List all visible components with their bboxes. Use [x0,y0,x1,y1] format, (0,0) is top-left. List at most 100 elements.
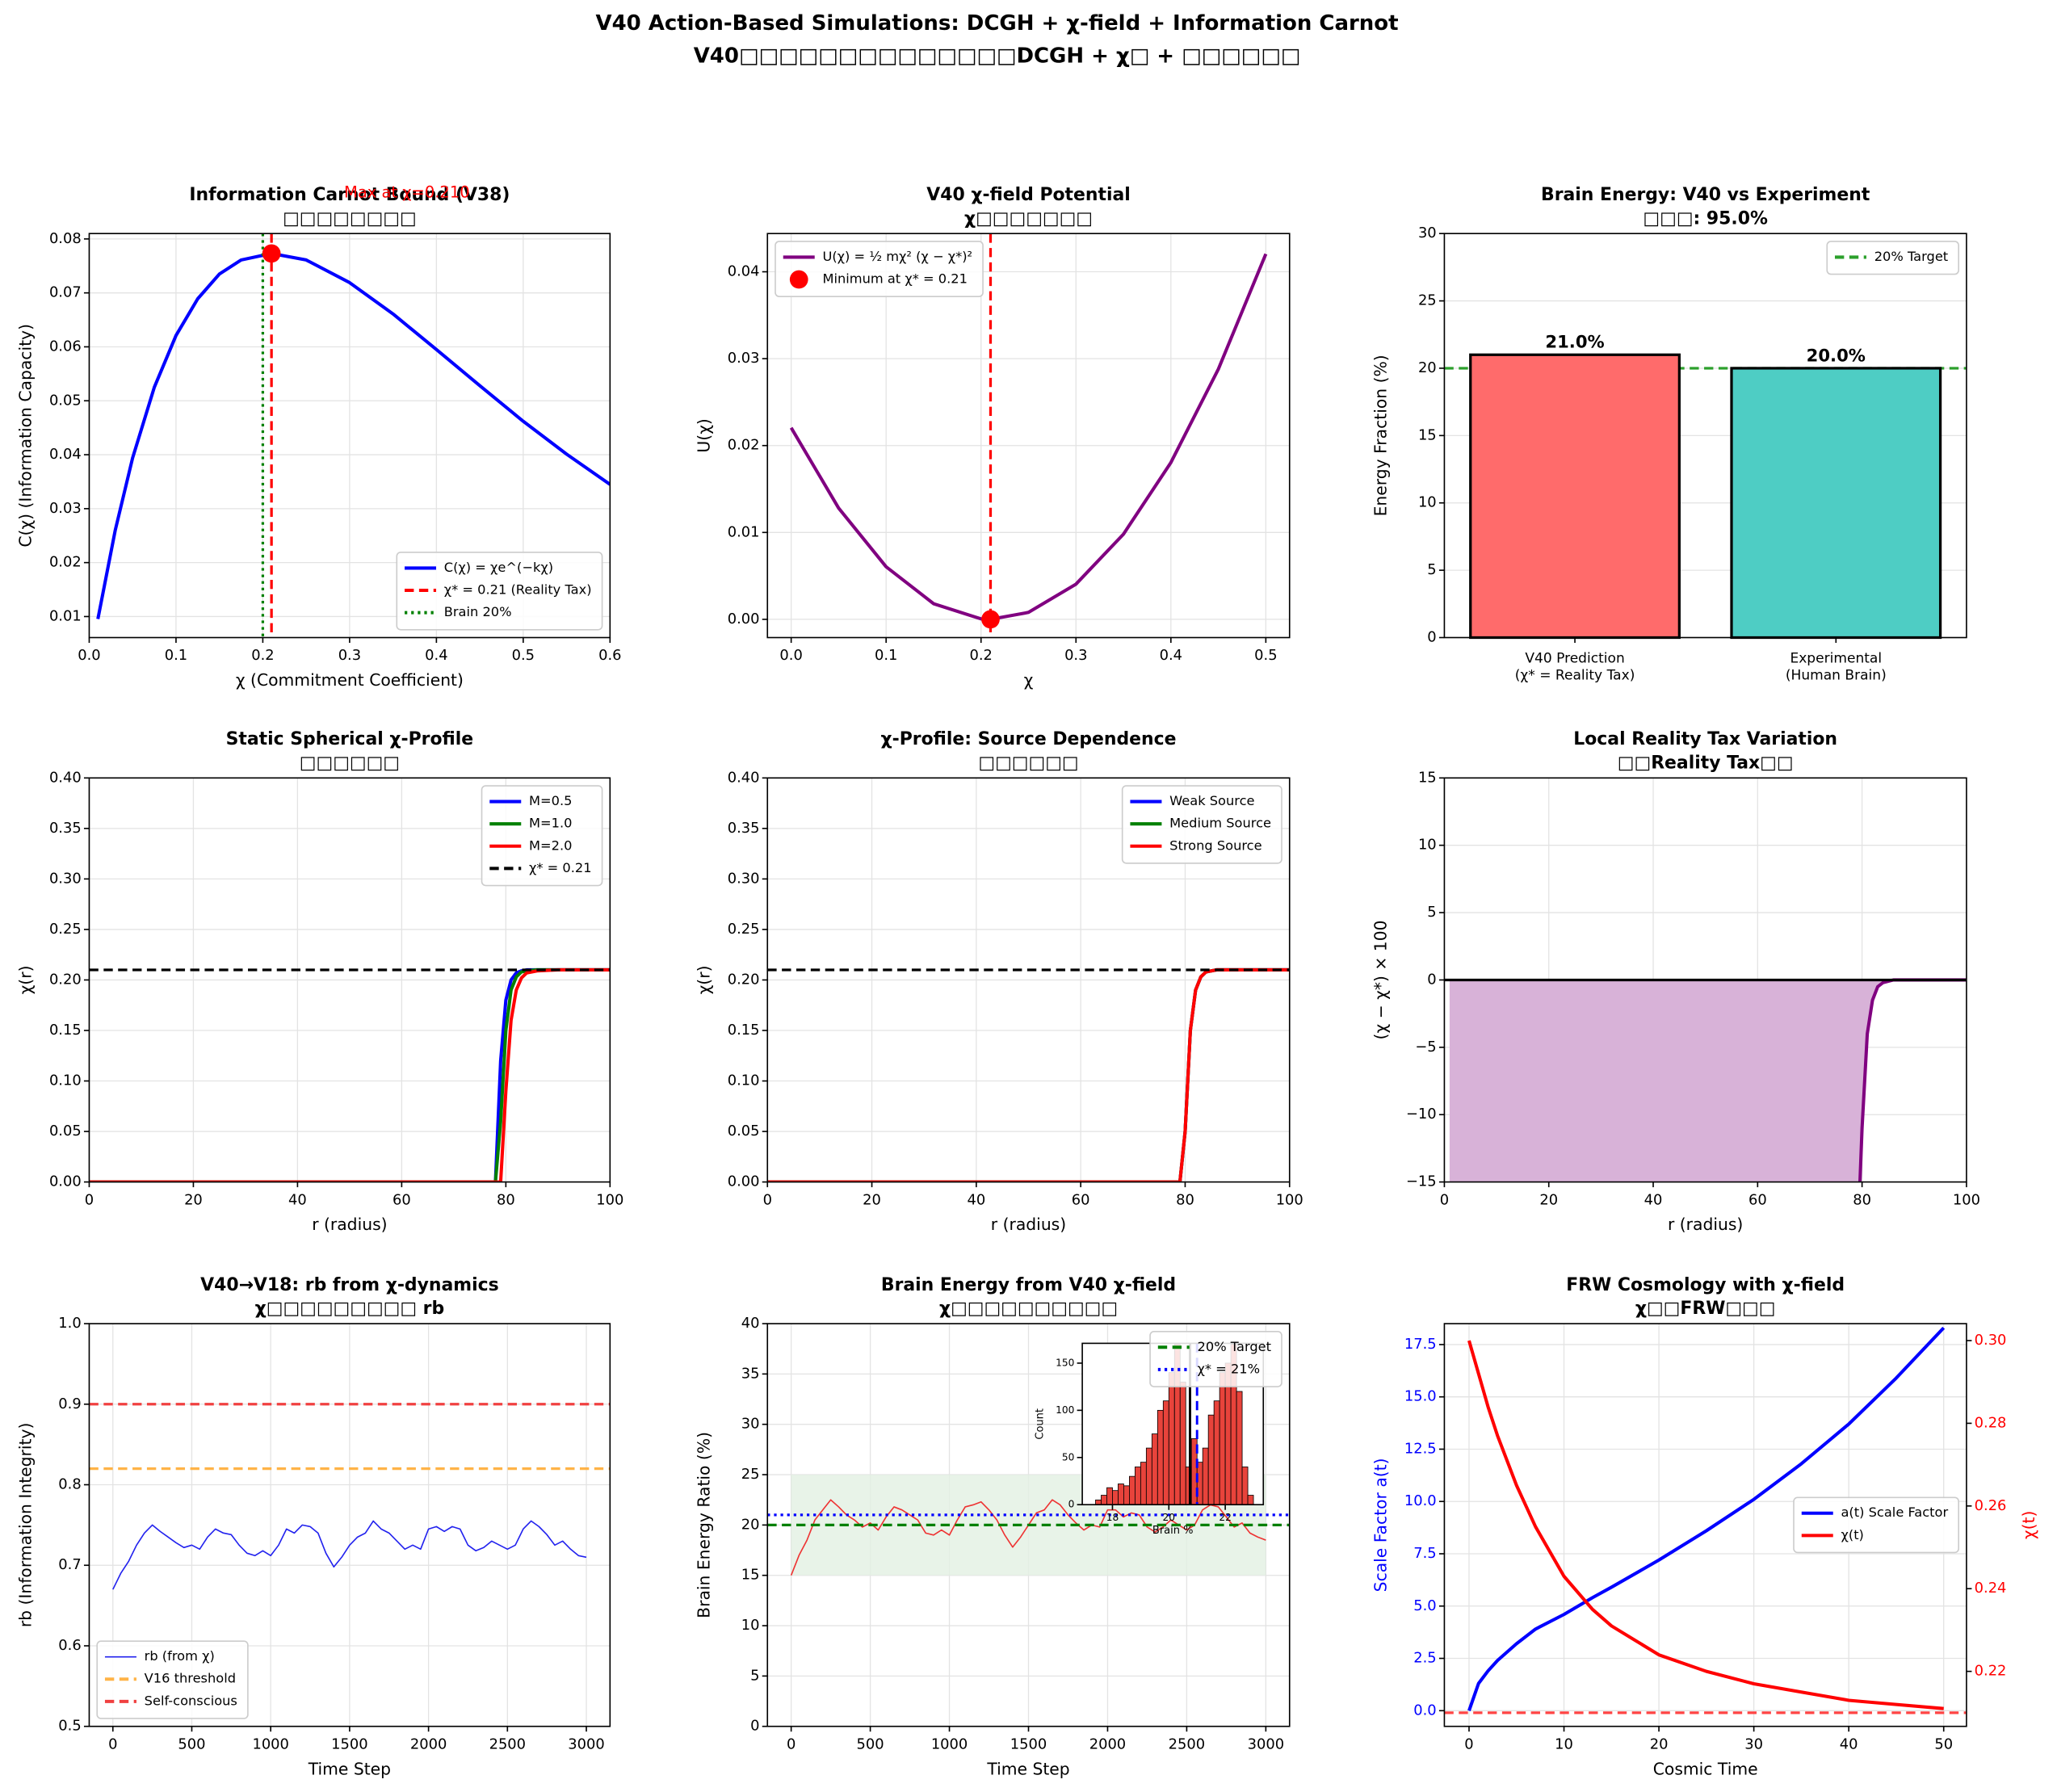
legend-box [481,785,603,887]
x-tick-label: 0.4 [1160,647,1182,664]
chart-title: χ-Profile: Source Dependence [881,729,1177,749]
x-axis-label: Time Step [986,1759,1069,1778]
legend-label: rb (from χ) [145,1648,215,1664]
histogram-bar [1213,1400,1220,1505]
x-tick-label: 40 [1644,1191,1663,1208]
legend: 20% Target χ* = 21% [1149,1330,1282,1387]
plot-area [767,778,1290,1182]
histogram-bar [1101,1495,1107,1505]
y-tick-label: 35 [741,1365,760,1382]
legend-label: C(χ) = χe^(−kχ) [444,560,553,575]
chart-title: Brain Energy: V40 vs Experiment [1541,185,1870,205]
x-axis-label: χ (Commitment Coefficient) [236,670,464,690]
legend-box [96,1640,249,1719]
legend: a(t) Scale Factor χ(t) [1793,1496,1959,1554]
y-tick-label: 25 [741,1466,760,1483]
x-tick-label: 80 [497,1191,515,1208]
y-tick-label: −15 [1406,1173,1437,1190]
chart-subtitle: χ□□□□□□□□□ rb [255,1299,445,1319]
y-tick-label: 0.04 [728,263,760,280]
axes-frame [766,233,1291,639]
legend-box [396,552,603,631]
x-axis-label: Time Step [308,1759,391,1778]
x-tick-label: 18 [1106,1512,1119,1523]
y-tick-label: 0.00 [49,1173,82,1190]
y-tick-label: 10 [741,1617,760,1634]
y-tick-label: 0.00 [728,1173,760,1190]
x-tick-label: 1000 [931,1735,968,1752]
y-axis-label: χ(r) [15,966,35,995]
y-tick-label: 0.0 [1413,1702,1436,1719]
y-tick-label: 0.03 [728,350,760,367]
histogram-bar [1112,1490,1119,1505]
histogram-bar [1145,1447,1152,1505]
x-tick-label: 2000 [410,1735,447,1752]
y2-axis-label: χ(t) [2019,1511,2038,1540]
histogram-bar [1202,1447,1209,1505]
plot-area [1444,1324,1967,1727]
marker [262,244,281,263]
x-tick-label: (Human Brain) [1786,668,1887,684]
x-tick-label: 500 [857,1735,884,1752]
x-tick-label: 0.2 [970,647,993,664]
y-tick-label: 0.40 [728,769,760,786]
legend-label: M=0.5 [529,793,572,808]
x-axis-label: Brain % [1152,1525,1194,1537]
histogram-bar [1151,1433,1158,1505]
axes-frame [88,233,611,639]
legend: M=0.5 M=1.0 M=2.0 χ* = 0.21 [481,785,603,887]
y-tick-label: 0.20 [49,971,82,988]
legend-label: Brain 20% [444,604,512,619]
x-tick-label: 0.0 [779,647,802,664]
y-axis-label: U(χ) [694,418,713,452]
y-tick-label: 0.02 [728,437,760,454]
y2-tick-label: 0.22 [1975,1663,2007,1680]
legend-label: χ* = 0.21 [529,860,592,875]
y-tick-label: 0.10 [49,1072,82,1089]
histogram-bar [1236,1391,1243,1505]
axes-frame [88,1323,611,1727]
x-tick-label: 20 [184,1191,203,1208]
legend-label: Strong Source [1169,837,1261,853]
y-tick-label: 0.07 [49,284,82,301]
plot-area [1444,778,1967,1182]
x-tick-label: 1500 [1010,1735,1047,1752]
chart-subtitle: χ□□□□□□□ [964,208,1093,229]
legend-label: Medium Source [1169,816,1271,831]
chart-title: Information Carnot Bound (V38) [189,185,510,205]
x-tick-label: 0 [1440,1191,1449,1208]
y-tick-label: 0.9 [58,1395,81,1412]
y-tick-label: 5 [750,1667,759,1684]
x-tick-label: 3000 [1248,1735,1284,1752]
y-tick-label: 0.10 [728,1072,760,1089]
y-tick-label: 0.03 [49,500,82,517]
y-tick-label: 15.0 [1404,1388,1437,1405]
y-tick-label: 20 [1418,359,1437,376]
x-tick-label: 80 [1853,1191,1871,1208]
histogram-bar [1241,1467,1249,1505]
chart-subtitle: □□□□□□ [978,753,1078,773]
y-tick-label: 0.40 [49,769,82,786]
x-tick-label: 0 [1464,1735,1473,1752]
y2-tick-label: 0.24 [1975,1580,2007,1597]
legend-label: χ* = 0.21 (Reality Tax) [444,582,592,598]
legend-label: U(χ) = ½ mχ² (χ − χ*)² [822,249,972,264]
x-tick-label: 50 [1934,1735,1953,1752]
legend-label: χ(t) [1841,1527,1863,1542]
legend-swatch [789,270,808,289]
y-tick-label: 0 [1427,971,1436,988]
y-tick-label: 0.04 [49,446,82,463]
x-tick-label: 40 [288,1191,307,1208]
x-axis-label: Cosmic Time [1653,1759,1758,1778]
y-tick-label: 0.01 [728,523,760,540]
y-axis-label: Brain Energy Ratio (%) [694,1432,713,1618]
y-tick-label: 0.06 [49,338,82,355]
y-tick-label: 20 [741,1516,760,1533]
legend-label: 20% Target [1198,1339,1271,1354]
y-tick-label: 15 [1418,426,1437,443]
value-label: 21.0% [1545,332,1604,352]
legend-label: Weak Source [1169,793,1254,808]
x-tick-label: 20 [1650,1735,1669,1752]
chart-title: V40→V18: rb from χ-dynamics [200,1275,499,1295]
